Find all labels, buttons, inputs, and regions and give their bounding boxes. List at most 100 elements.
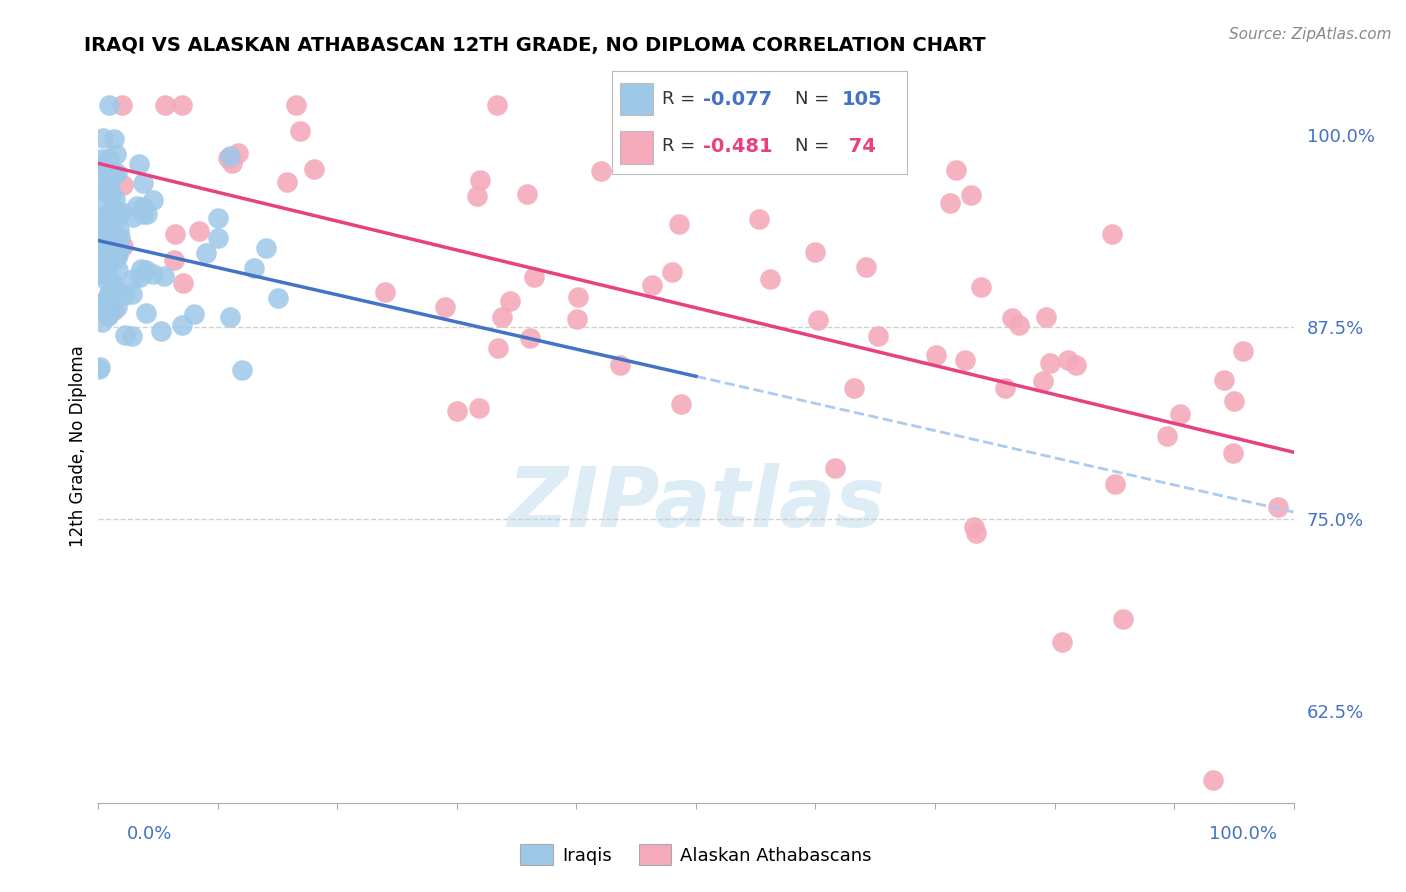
Point xyxy=(96,181,118,195)
Point xyxy=(103,132,125,146)
Point xyxy=(219,310,242,324)
Point xyxy=(970,280,993,294)
Point xyxy=(94,293,117,308)
Point xyxy=(1035,310,1057,324)
Point xyxy=(1213,373,1236,387)
Point xyxy=(959,188,981,202)
Point xyxy=(276,175,298,189)
Point xyxy=(516,187,538,202)
Point xyxy=(945,162,967,177)
Point xyxy=(499,294,522,309)
Point xyxy=(89,362,111,376)
Point xyxy=(135,263,157,277)
Point xyxy=(226,146,249,161)
Point xyxy=(89,301,111,316)
Point xyxy=(98,224,121,238)
Point xyxy=(748,212,770,227)
Point xyxy=(91,315,114,329)
Point xyxy=(187,224,209,238)
Point xyxy=(121,287,143,301)
Point xyxy=(1222,446,1244,460)
Point xyxy=(1222,394,1244,409)
Point xyxy=(90,172,112,186)
Text: N =: N = xyxy=(794,137,835,155)
Point xyxy=(111,205,134,219)
Text: R =: R = xyxy=(662,137,700,155)
Point xyxy=(1039,355,1062,369)
Point xyxy=(98,286,121,301)
Point xyxy=(219,149,242,163)
Point xyxy=(94,244,117,259)
Point xyxy=(1202,772,1225,787)
Point xyxy=(759,272,782,286)
Point xyxy=(1056,353,1078,368)
Point xyxy=(284,97,307,112)
Point xyxy=(868,328,890,343)
Point xyxy=(91,227,114,241)
Point xyxy=(434,301,457,315)
Text: -0.481: -0.481 xyxy=(703,136,773,156)
Point xyxy=(1001,311,1024,326)
Point xyxy=(91,234,114,248)
Point xyxy=(93,161,115,176)
Point xyxy=(231,363,253,377)
Point xyxy=(97,254,120,268)
Point xyxy=(807,313,830,327)
Point xyxy=(98,182,121,196)
Point xyxy=(114,288,136,302)
Point xyxy=(468,401,491,416)
Point xyxy=(90,152,112,166)
Text: ZIPatlas: ZIPatlas xyxy=(508,463,884,543)
Point xyxy=(93,258,115,272)
Point xyxy=(111,238,134,252)
Point xyxy=(129,270,152,285)
Point xyxy=(302,161,325,176)
Point xyxy=(1008,318,1031,332)
Point xyxy=(97,175,120,189)
Point xyxy=(1052,634,1074,648)
Point xyxy=(122,272,145,286)
Point xyxy=(135,207,157,221)
Point xyxy=(94,185,117,199)
Text: -0.077: -0.077 xyxy=(703,89,772,109)
Point xyxy=(172,276,194,290)
Point xyxy=(994,381,1017,395)
Point xyxy=(104,147,127,161)
Point xyxy=(94,221,117,235)
Point xyxy=(523,269,546,284)
Point xyxy=(93,244,115,258)
Point xyxy=(589,164,612,178)
Point xyxy=(98,152,121,166)
Point xyxy=(91,267,114,281)
Point xyxy=(110,230,132,244)
Point xyxy=(89,157,111,171)
Point xyxy=(668,217,690,231)
Point xyxy=(104,192,127,206)
Point xyxy=(135,306,157,320)
Point xyxy=(105,252,128,267)
Point xyxy=(91,299,114,313)
Point xyxy=(98,299,121,313)
Point xyxy=(105,246,128,260)
Point xyxy=(207,231,229,245)
Text: 105: 105 xyxy=(842,89,883,109)
Point xyxy=(91,131,114,145)
Point xyxy=(96,263,118,277)
Point xyxy=(565,312,588,326)
Text: 0.0%: 0.0% xyxy=(127,825,172,843)
Point xyxy=(108,242,131,256)
Point xyxy=(142,267,165,281)
Point xyxy=(824,461,846,475)
Point xyxy=(105,300,128,314)
Point xyxy=(1066,358,1088,372)
Point xyxy=(96,219,118,233)
Point xyxy=(267,291,290,305)
Point xyxy=(465,188,488,202)
Point xyxy=(243,260,266,275)
Point xyxy=(98,219,121,234)
Point xyxy=(90,248,112,262)
Point xyxy=(221,156,243,170)
Point xyxy=(97,218,120,232)
Point xyxy=(94,208,117,222)
Point xyxy=(1267,500,1289,515)
